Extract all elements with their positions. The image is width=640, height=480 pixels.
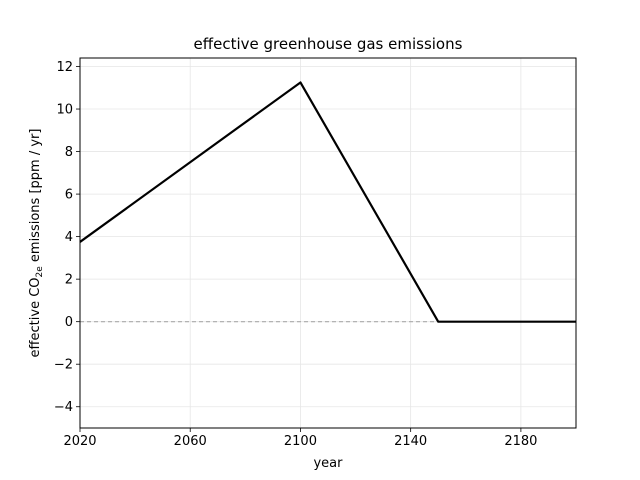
chart-title: effective greenhouse gas emissions bbox=[194, 35, 463, 53]
y-tick-label: 0 bbox=[65, 315, 73, 330]
y-tick-label: −4 bbox=[54, 400, 73, 415]
x-tick-label: 2100 bbox=[284, 434, 317, 449]
x-tick-label: 2140 bbox=[394, 434, 427, 449]
y-tick-label: 8 bbox=[65, 145, 73, 160]
y-tick-label: 12 bbox=[56, 60, 73, 75]
y-axis-label: effective CO2e emissions [ppm / yr] bbox=[28, 129, 45, 358]
y-tick-label: 10 bbox=[56, 103, 73, 118]
y-tick-label: 6 bbox=[65, 188, 73, 203]
y-axis-label-prefix: effective CO bbox=[28, 277, 43, 357]
x-tick-layer: 2020 2060 2100 2140 2180 bbox=[63, 428, 537, 449]
series-layer bbox=[79, 81, 576, 323]
x-tick-label: 2180 bbox=[504, 434, 537, 449]
y-tick-label: 2 bbox=[65, 273, 73, 288]
y-tick-label: 4 bbox=[65, 230, 73, 245]
x-tick-label: 2060 bbox=[174, 434, 207, 449]
y-tick-label: −2 bbox=[54, 358, 73, 373]
x-axis-label: year bbox=[313, 456, 343, 471]
emissions-series-line bbox=[79, 81, 576, 323]
x-tick-label: 2020 bbox=[63, 434, 96, 449]
y-axis-label-suffix: emissions [ppm / yr] bbox=[28, 129, 43, 267]
plot-frame bbox=[79, 57, 577, 429]
grid-layer bbox=[79, 58, 576, 428]
y-tick-layer: −4 −2 0 2 4 6 8 10 12 bbox=[54, 60, 80, 415]
y-axis-label-subscript: 2e bbox=[35, 266, 45, 278]
